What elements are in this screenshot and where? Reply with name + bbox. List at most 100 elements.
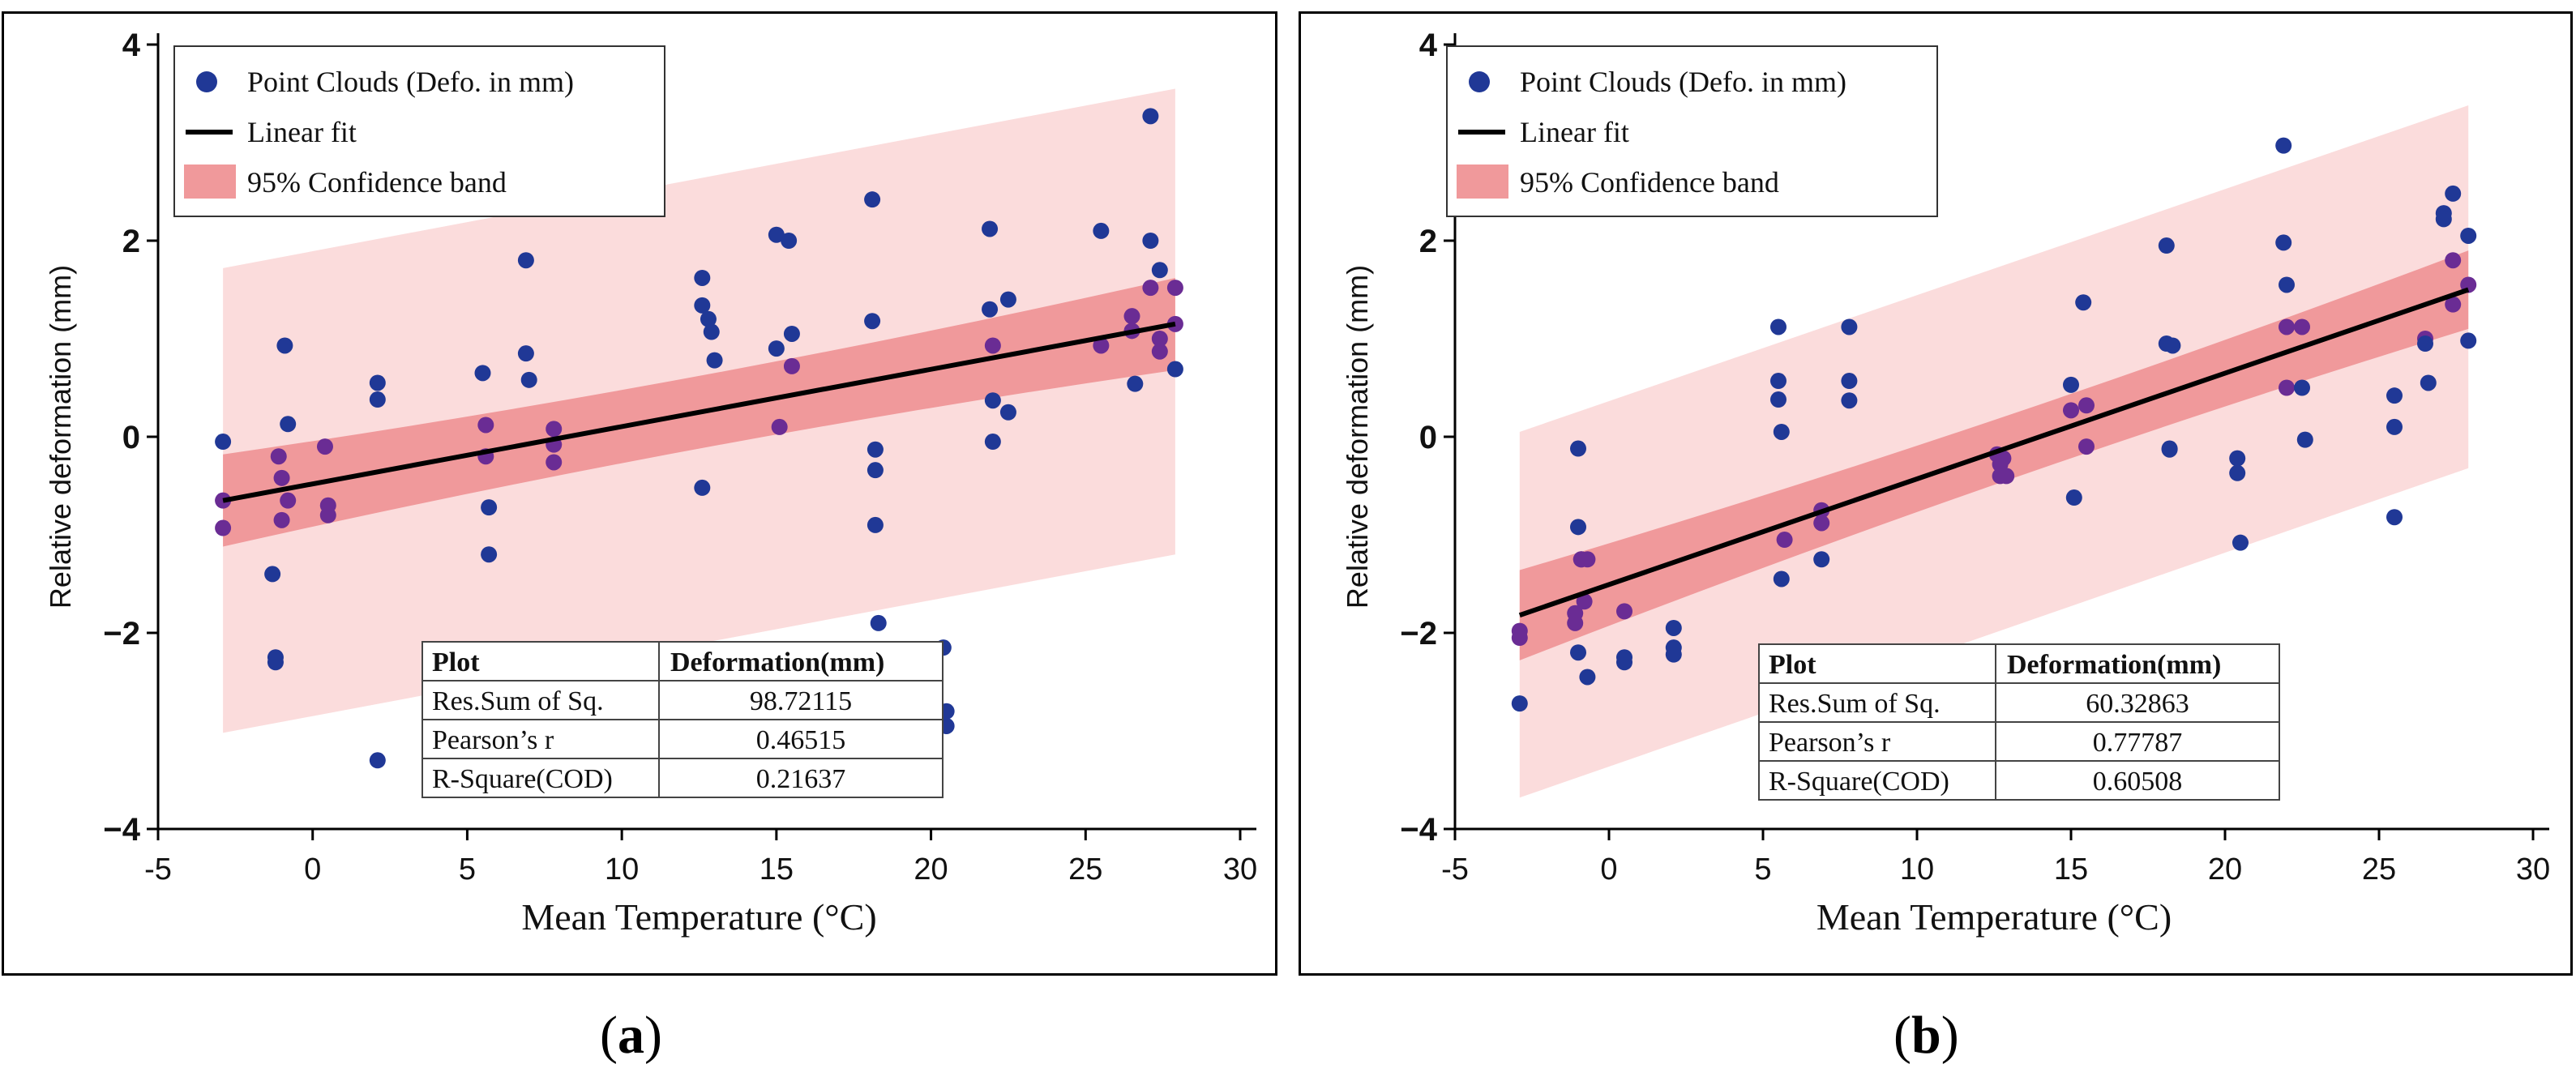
table-row-label: Res.Sum of Sq. [1769, 689, 1941, 719]
x-tick-label: -5 [144, 852, 172, 887]
y-tick-label: 2 [122, 224, 140, 259]
data-point [1570, 644, 1586, 661]
x-axis-label: Mean Temperature (°C) [1816, 896, 2172, 938]
data-point [1813, 551, 1830, 568]
data-point [546, 421, 563, 438]
table-cell [421, 758, 660, 798]
x-tick-label: 20 [914, 852, 948, 887]
data-point [2279, 379, 2295, 396]
data-point [982, 220, 999, 237]
data-point [273, 469, 290, 486]
data-point [1841, 373, 1858, 390]
legend: Point Clouds (Defo. in mm) Linear fit 95% … [1446, 45, 1938, 217]
data-point [280, 416, 297, 433]
data-point [700, 310, 717, 327]
data-point [2065, 489, 2082, 506]
data-point [2279, 276, 2295, 293]
stats-table: Plot Deformation(mm) Res.Sum of Sq. 98.7211… [421, 641, 944, 798]
chart-panel-b: -5 0 5 10 15 20 25 30 −4 −2 0 2 4 Mean Temperature (°… [1299, 11, 2573, 976]
x-tick-label: 30 [1223, 852, 1257, 887]
data-point [1579, 669, 1596, 686]
data-point [369, 752, 386, 769]
legend-label-points: Point Clouds (Defo. in mm) [1520, 66, 1846, 98]
data-point [1841, 318, 1858, 335]
data-point [1773, 570, 1790, 588]
y-tick-label: −4 [1400, 812, 1437, 848]
data-point [517, 252, 534, 269]
data-point [1166, 361, 1183, 378]
table-cell [1758, 760, 1996, 801]
table-row-label: Pearson’s r [432, 725, 554, 755]
table-cell [1995, 721, 2280, 762]
data-point [1142, 280, 1159, 297]
table-cell [421, 680, 660, 720]
data-point [264, 566, 281, 583]
legend-band-marker [184, 164, 236, 199]
table-cell [658, 719, 944, 759]
data-point [1579, 551, 1596, 568]
data-point [2460, 227, 2477, 244]
legend-box [1446, 45, 1938, 217]
data-point [867, 462, 884, 479]
data-point [276, 337, 293, 354]
data-point [867, 441, 884, 458]
y-tick-label: −2 [1400, 616, 1437, 652]
legend-box [173, 45, 665, 217]
chart-a-svg: -5 0 5 10 15 20 25 30 −4 −2 0 2 4 Mean Temperature (°… [44, 28, 1257, 938]
x-axis-label: Mean Temperature (°C) [521, 896, 876, 938]
y-axis-label: Relative deformation (mm) [1341, 265, 1374, 609]
data-point [864, 191, 881, 208]
table-header: Deformation(mm) [2007, 650, 2221, 680]
table-row-value: 0.77787 [2093, 728, 2183, 758]
data-point [273, 511, 290, 528]
data-point [1511, 630, 1528, 647]
x-tick-label: 5 [459, 852, 476, 887]
data-point [1770, 373, 1787, 390]
data-point [474, 365, 491, 382]
data-point [319, 506, 336, 523]
data-point [1093, 337, 1110, 354]
data-point [1841, 392, 1858, 409]
data-point [1142, 108, 1159, 125]
data-point [870, 614, 887, 631]
data-point [481, 499, 498, 516]
data-point [984, 392, 1001, 409]
table-cell [658, 680, 944, 720]
table-row-label: R-Square(COD) [1769, 767, 1949, 797]
data-point [1567, 614, 1584, 631]
data-point [481, 546, 498, 563]
x-tick-label: 25 [1068, 852, 1102, 887]
data-point [1576, 593, 1593, 610]
data-point [2445, 185, 2462, 202]
chart-b-svg: -5 0 5 10 15 20 25 30 −4 −2 0 2 4 Mean Temperature (°… [1341, 28, 2550, 938]
chart-panel-a: -5 0 5 10 15 20 25 30 −4 −2 0 2 4 Mean Temperature (°… [2, 11, 1277, 976]
data-point [783, 325, 800, 342]
data-point [982, 301, 999, 318]
data-point [316, 438, 333, 455]
x-tick-label: 10 [1900, 852, 1934, 887]
data-point [2063, 402, 2079, 419]
data-point [2164, 337, 2181, 354]
data-point [477, 417, 494, 434]
data-point [864, 313, 881, 330]
data-point [2386, 509, 2403, 526]
data-point [1093, 222, 1110, 239]
table-cell [658, 758, 944, 798]
data-point [694, 479, 711, 496]
data-point [267, 654, 284, 671]
x-tick-label: 20 [2208, 852, 2242, 887]
data-point [2229, 464, 2246, 481]
data-point [2229, 450, 2246, 467]
data-point [270, 448, 287, 465]
data-point [546, 454, 563, 471]
data-point [2296, 431, 2313, 448]
table-cell [1995, 643, 2280, 684]
data-point [771, 418, 788, 435]
data-point [215, 434, 232, 451]
data-point [999, 404, 1016, 421]
y-tick-label: 0 [1419, 420, 1437, 455]
table-header: Plot [432, 647, 480, 677]
data-point [768, 340, 785, 357]
legend: Point Clouds (Defo. in mm) Linear fit 95% … [173, 45, 665, 217]
table-row-label: R-Square(COD) [432, 764, 613, 794]
